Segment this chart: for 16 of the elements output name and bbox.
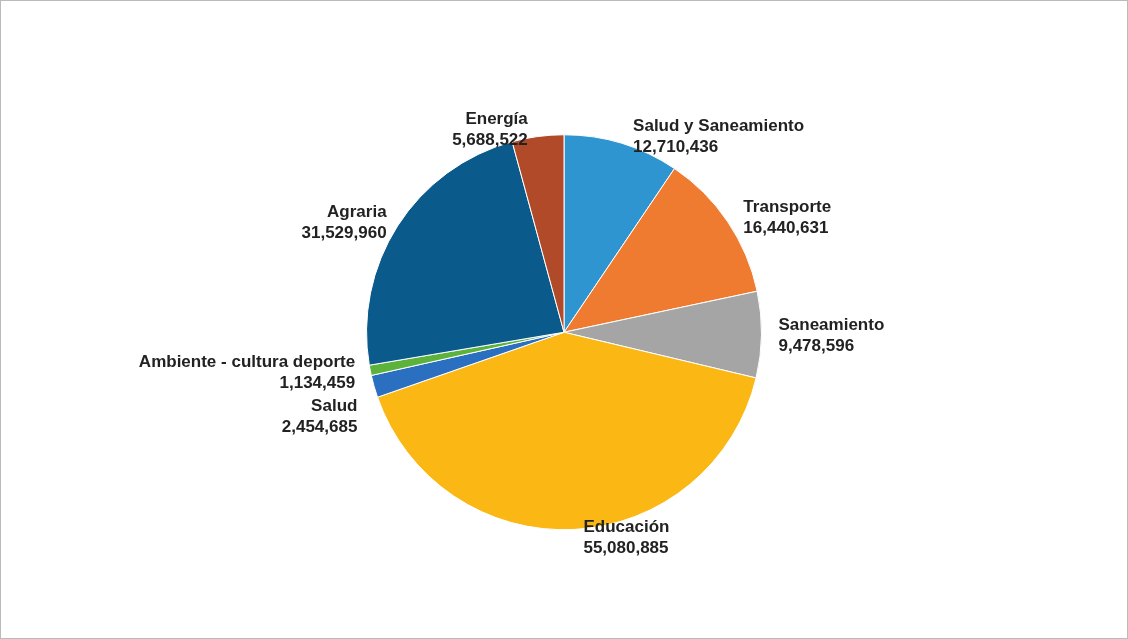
- data-label: 5,688,522: [452, 129, 528, 149]
- data-label: 9,478,596: [778, 335, 855, 355]
- data-label: 31,529,960: [301, 222, 387, 242]
- slice-label: Educación: [583, 517, 670, 537]
- slice-label: Energía: [465, 108, 529, 128]
- data-label: 1,134,459: [279, 372, 356, 392]
- slice-label: Transporte: [743, 197, 832, 217]
- slice-label: Saneamiento: [778, 314, 885, 334]
- slice-label: Agraria: [327, 201, 388, 221]
- data-label: 2,454,685: [281, 416, 358, 436]
- slice-label: Ambiente - cultura deporte: [138, 351, 356, 371]
- slice-label: Salud: [311, 395, 358, 415]
- data-label: 16,440,631: [743, 218, 829, 238]
- slice-label: Salud y Saneamiento: [633, 115, 805, 135]
- data-label: 55,080,885: [583, 538, 669, 558]
- data-label: 12,710,436: [633, 136, 719, 156]
